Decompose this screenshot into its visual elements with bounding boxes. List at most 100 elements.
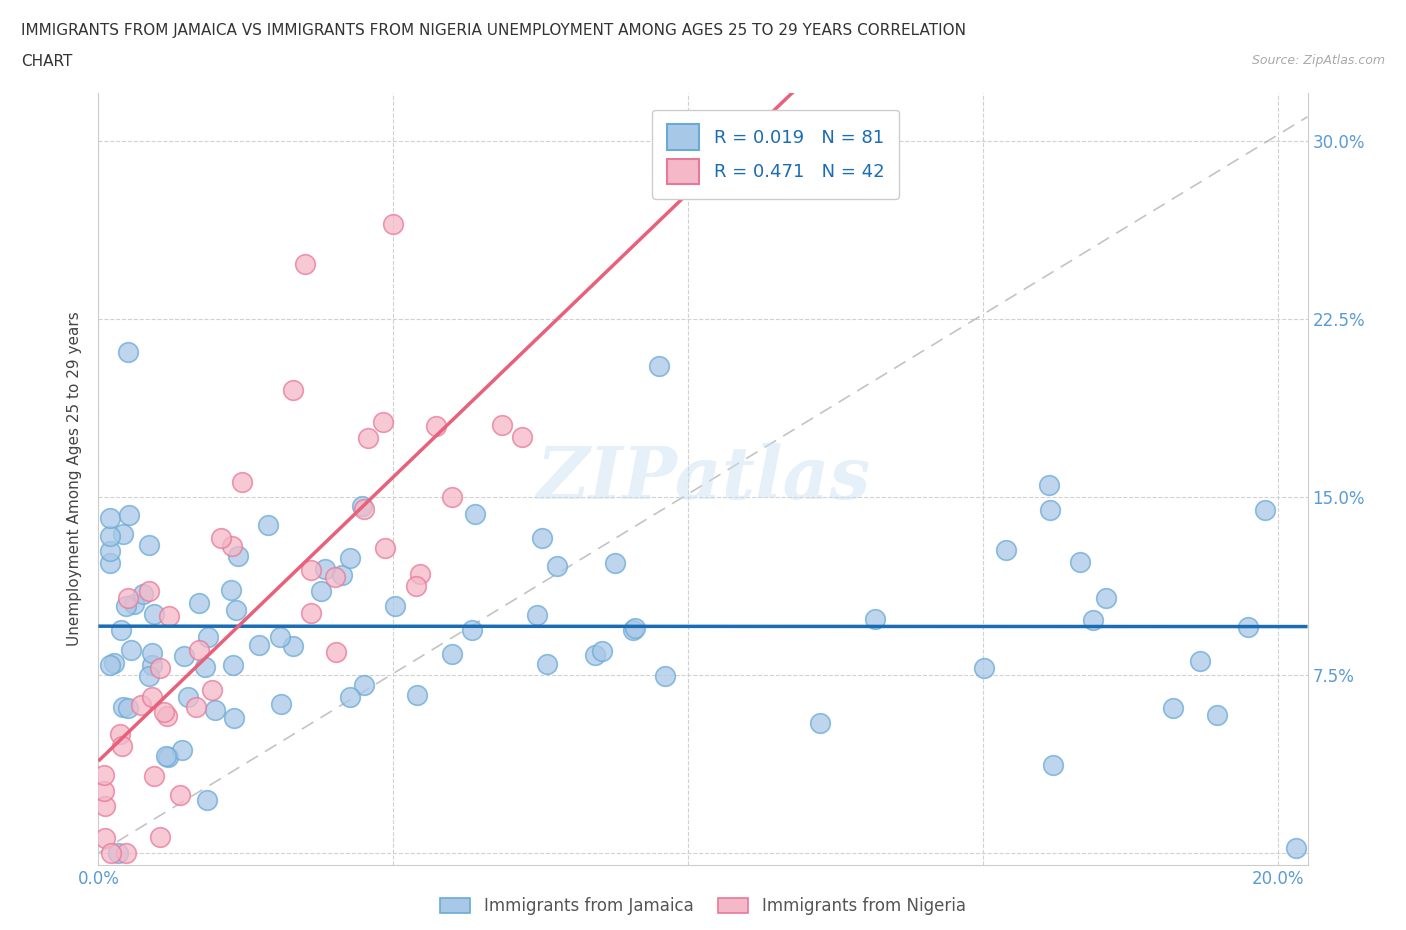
Point <box>103 656 125 671</box>
Point <box>1038 477 1060 492</box>
Point <box>153 705 176 720</box>
Point <box>1161 700 1184 715</box>
Point <box>112 699 135 714</box>
Point <box>309 584 332 599</box>
Point <box>112 526 135 541</box>
Point <box>209 531 232 546</box>
Point <box>546 558 568 573</box>
Point <box>247 638 270 653</box>
Point <box>325 644 347 659</box>
Point <box>222 658 245 673</box>
Point <box>98 511 121 525</box>
Point <box>654 669 676 684</box>
Point <box>138 669 160 684</box>
Point <box>188 643 211 658</box>
Legend: Immigrants from Jamaica, Immigrants from Nigeria: Immigrants from Jamaica, Immigrants from… <box>433 890 973 922</box>
Point <box>156 750 179 764</box>
Point <box>353 678 375 693</box>
Point <box>129 698 152 712</box>
Point <box>1095 591 1118 605</box>
Point <box>142 606 165 621</box>
Point <box>226 549 249 564</box>
Point <box>231 474 253 489</box>
Point <box>973 660 995 675</box>
Point <box>156 709 179 724</box>
Point <box>339 551 361 565</box>
Point <box>526 607 548 622</box>
Point <box>173 648 195 663</box>
Point <box>138 584 160 599</box>
Point <box>624 620 647 635</box>
Point <box>1236 619 1258 634</box>
Point <box>122 596 145 611</box>
Point <box>117 508 139 523</box>
Text: IMMIGRANTS FROM JAMAICA VS IMMIGRANTS FROM NIGERIA UNEMPLOYMENT AMONG AGES 25 TO: IMMIGRANTS FROM JAMAICA VS IMMIGRANTS FR… <box>21 23 966 38</box>
Point <box>281 382 304 397</box>
Point <box>591 644 613 658</box>
Point <box>188 595 211 610</box>
Point <box>93 783 115 798</box>
Point <box>281 638 304 653</box>
Point <box>353 501 375 516</box>
Point <box>1069 554 1091 569</box>
Point <box>117 591 139 605</box>
Point <box>374 541 396 556</box>
Point <box>995 542 1018 557</box>
Point <box>143 769 166 784</box>
Point <box>1039 502 1062 517</box>
Point <box>117 344 139 359</box>
Point <box>323 569 346 584</box>
Point <box>225 603 247 618</box>
Point <box>155 749 177 764</box>
Point <box>186 699 208 714</box>
Point <box>441 646 464 661</box>
Point <box>863 612 886 627</box>
Point <box>373 415 395 430</box>
Point <box>382 216 405 231</box>
Point <box>149 660 172 675</box>
Legend: R = 0.019   N = 81, R = 0.471   N = 42: R = 0.019 N = 81, R = 0.471 N = 42 <box>652 110 898 199</box>
Point <box>94 799 117 814</box>
Point <box>94 830 117 845</box>
Point <box>98 544 121 559</box>
Point <box>98 555 121 570</box>
Point <box>491 418 513 432</box>
Point <box>808 716 831 731</box>
Point <box>138 538 160 552</box>
Point <box>1254 502 1277 517</box>
Point <box>169 788 191 803</box>
Point <box>1206 707 1229 722</box>
Point <box>131 587 153 602</box>
Point <box>141 645 163 660</box>
Point <box>1042 758 1064 773</box>
Point <box>585 647 607 662</box>
Point <box>648 359 671 374</box>
Point <box>621 622 644 637</box>
Point <box>221 538 243 553</box>
Point <box>108 726 131 741</box>
Point <box>461 622 484 637</box>
Point <box>197 629 219 644</box>
Point <box>1285 841 1308 856</box>
Point <box>177 690 200 705</box>
Point <box>299 606 322 621</box>
Point <box>464 507 486 522</box>
Point <box>294 257 316 272</box>
Point <box>170 742 193 757</box>
Point <box>93 768 115 783</box>
Point <box>141 658 163 672</box>
Point <box>531 531 554 546</box>
Point <box>257 518 280 533</box>
Point <box>339 690 361 705</box>
Point <box>98 528 121 543</box>
Point <box>98 658 121 672</box>
Point <box>350 498 373 513</box>
Point <box>100 845 122 860</box>
Point <box>219 582 242 597</box>
Point <box>201 683 224 698</box>
Point <box>1188 654 1211 669</box>
Point <box>115 598 138 613</box>
Point <box>107 845 129 860</box>
Text: ZIPatlas: ZIPatlas <box>536 444 870 514</box>
Point <box>405 687 427 702</box>
